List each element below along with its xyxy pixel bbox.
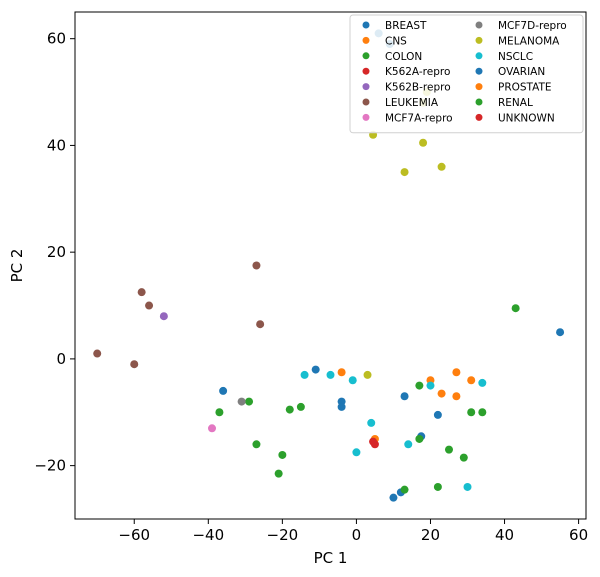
point-cns bbox=[452, 392, 461, 401]
point-nsclc bbox=[367, 418, 376, 427]
point-ovarian bbox=[433, 410, 442, 419]
legend-marker bbox=[475, 83, 483, 91]
legend-label: OVARIAN bbox=[498, 66, 545, 78]
point-melanoma bbox=[363, 370, 372, 379]
legend-marker bbox=[475, 21, 483, 29]
point-cns bbox=[467, 376, 476, 385]
legend-marker bbox=[475, 36, 483, 44]
legend-label: PROSTATE bbox=[498, 82, 552, 94]
legend-label: MCF7A-repro bbox=[385, 112, 453, 124]
legend-label: COLON bbox=[385, 51, 422, 63]
point-renal bbox=[511, 304, 520, 313]
point-cns bbox=[452, 368, 461, 377]
point-breast bbox=[389, 493, 398, 502]
point-renal bbox=[415, 381, 424, 390]
y-tick-label: 60 bbox=[47, 30, 66, 48]
legend-marker bbox=[362, 21, 370, 29]
x-tick-label: 20 bbox=[421, 526, 440, 544]
point-colon bbox=[278, 450, 287, 459]
x-tick-label: 60 bbox=[569, 526, 588, 544]
legend-label: UNKNOWN bbox=[498, 112, 555, 124]
point-cns bbox=[437, 389, 446, 398]
point-renal bbox=[459, 453, 468, 462]
point-nsclc bbox=[352, 448, 361, 457]
point-leukemia bbox=[252, 261, 261, 270]
legend-label: BREAST bbox=[385, 20, 427, 32]
legend-marker bbox=[475, 52, 483, 60]
legend-label: K562B-repro bbox=[385, 82, 451, 94]
legend-marker bbox=[362, 52, 370, 60]
legend-marker bbox=[362, 98, 370, 106]
point-nsclc bbox=[478, 378, 487, 387]
point-melanoma bbox=[400, 168, 409, 177]
point-nsclc bbox=[348, 376, 357, 385]
point-breast bbox=[400, 392, 409, 401]
y-axis-label: PC 2 bbox=[8, 249, 26, 283]
point-leukemia bbox=[137, 288, 146, 297]
legend-label: CNS bbox=[385, 35, 407, 47]
legend-marker bbox=[362, 83, 370, 91]
legend-label: MCF7D-repro bbox=[498, 20, 567, 32]
legend-label: NSCLC bbox=[498, 51, 533, 63]
point-nsclc bbox=[463, 482, 472, 491]
point-nsclc bbox=[426, 381, 435, 390]
point-leukemia bbox=[130, 360, 139, 369]
point-renal bbox=[444, 445, 453, 454]
point-nsclc bbox=[300, 370, 309, 379]
point-colon bbox=[215, 408, 224, 417]
legend-label: MELANOMA bbox=[498, 35, 560, 47]
point-unknown bbox=[369, 437, 378, 446]
legend-marker bbox=[362, 113, 370, 121]
axis-ticks: −60 −40 −20 0 20 40 60 −20 0 20 40 60 bbox=[34, 30, 588, 544]
point-nsclc bbox=[404, 440, 413, 449]
point-k562b-repro bbox=[159, 312, 168, 321]
point-renal bbox=[467, 408, 476, 417]
legend: BREAST CNS COLON K562A-repro K562B-repro LEUK… bbox=[349, 14, 584, 134]
point-colon bbox=[252, 440, 261, 449]
point-leukemia bbox=[145, 301, 154, 310]
legend-marker bbox=[475, 113, 483, 121]
legend-label: K562A-repro bbox=[385, 66, 450, 78]
x-tick-label: −20 bbox=[267, 526, 299, 544]
legend-frame bbox=[349, 14, 584, 134]
point-colon bbox=[245, 397, 254, 406]
point-renal bbox=[415, 434, 424, 443]
point-mcf7d-repro bbox=[237, 397, 246, 406]
point-renal bbox=[274, 469, 283, 478]
legend-marker bbox=[362, 36, 370, 44]
point-melanoma bbox=[437, 162, 446, 171]
point-leukemia bbox=[256, 320, 265, 329]
x-tick-label: 40 bbox=[495, 526, 514, 544]
x-axis-label: PC 1 bbox=[314, 549, 348, 567]
point-renal bbox=[478, 408, 487, 417]
legend-marker bbox=[362, 67, 370, 75]
legend-label: LEUKEMIA bbox=[385, 97, 439, 109]
point-renal bbox=[433, 482, 442, 491]
point-breast bbox=[556, 328, 565, 337]
point-mcf7a-repro bbox=[208, 424, 217, 433]
point-prostate bbox=[337, 368, 346, 377]
point-breast bbox=[219, 386, 228, 395]
y-tick-label: 20 bbox=[47, 243, 66, 261]
legend-label: RENAL bbox=[498, 97, 533, 109]
plot-frame bbox=[74, 11, 587, 520]
point-colon bbox=[285, 405, 294, 414]
y-tick-label: 0 bbox=[56, 350, 66, 368]
legend-marker bbox=[475, 98, 483, 106]
x-tick-label: 0 bbox=[352, 526, 362, 544]
point-colon bbox=[296, 402, 305, 411]
y-tick-label: −20 bbox=[34, 457, 66, 475]
legend-marker bbox=[475, 67, 483, 75]
point-ovarian bbox=[311, 365, 320, 374]
point-breast bbox=[337, 402, 346, 411]
x-tick-label: −40 bbox=[192, 526, 224, 544]
point-nsclc bbox=[326, 370, 335, 379]
point-melanoma bbox=[419, 138, 428, 147]
point-renal bbox=[400, 485, 409, 494]
y-tick-label: 40 bbox=[47, 136, 66, 154]
x-tick-label: −60 bbox=[118, 526, 150, 544]
point-leukemia bbox=[93, 349, 102, 358]
